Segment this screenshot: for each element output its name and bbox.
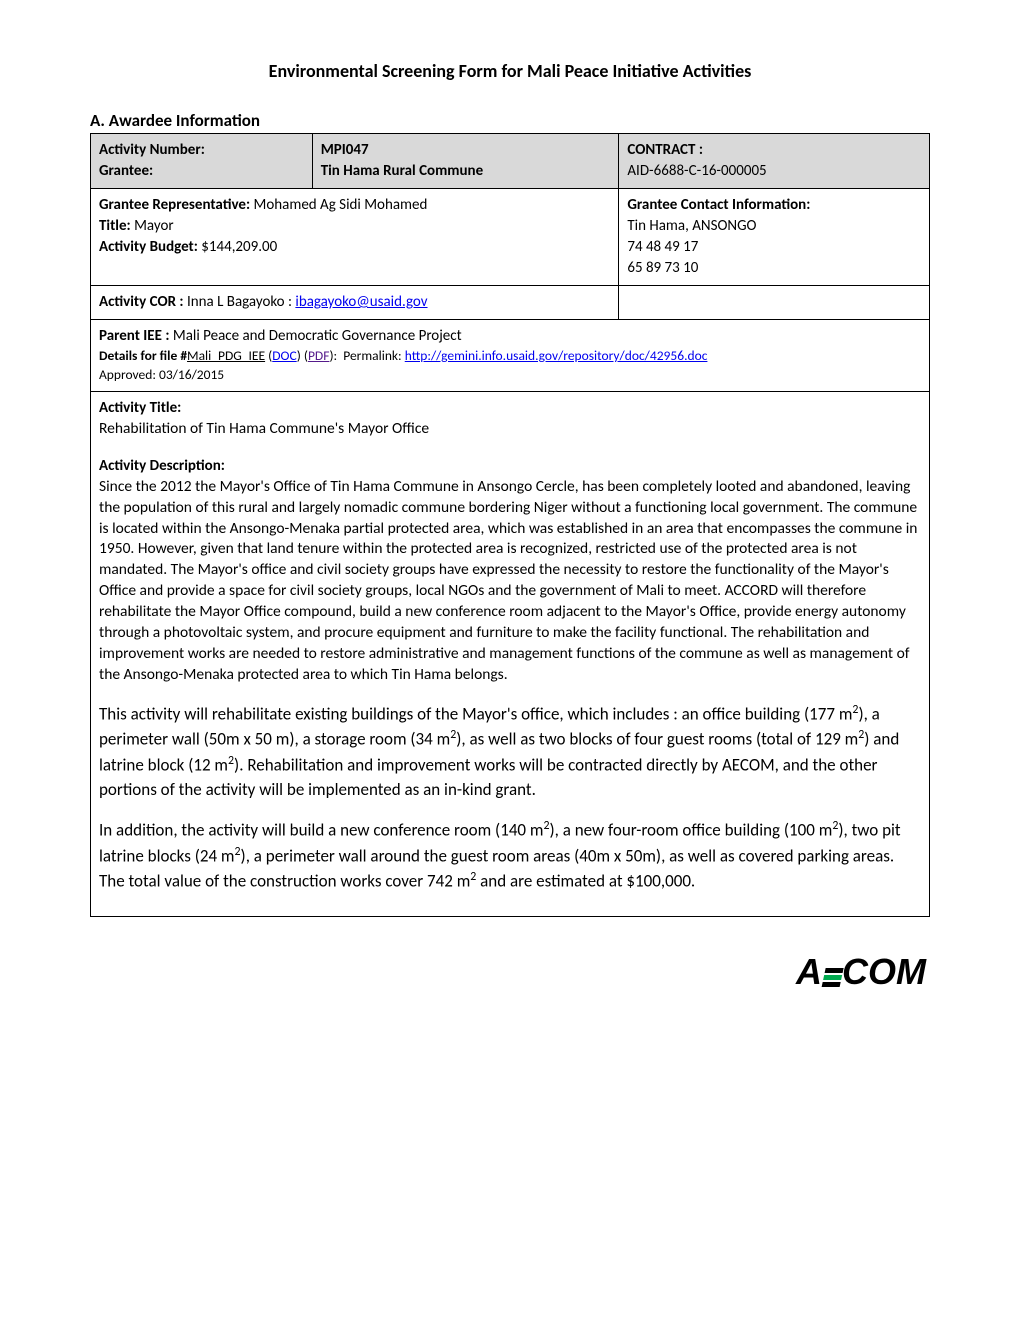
grantee-label: Grantee: <box>99 162 153 180</box>
contact-phone1: 74 48 49 17 <box>627 237 921 258</box>
cor-empty-cell <box>619 286 930 320</box>
cor-label: Activity COR : <box>99 293 184 311</box>
activity-number-value: MPI047 <box>321 140 611 161</box>
footer-logo: ACOM <box>90 951 930 993</box>
activity-number-label: Activity Number: <box>99 141 205 159</box>
approved-line: Approved: 03/16/2015 <box>99 366 921 385</box>
permalink[interactable]: http://gemini.info.usaid.gov/repository/… <box>405 347 708 364</box>
activity-para3: In addition, the activity will build a n… <box>99 818 921 894</box>
activity-number-value-cell: MPI047 Tin Hama Rural Commune <box>312 134 619 189</box>
grantee-rep-cell: Grantee Representative: Mohamed Ag Sidi … <box>91 189 619 286</box>
activity-title-value: Rehabilitation of Tin Hama Commune's May… <box>99 419 921 440</box>
details-prefix: Details for file # <box>99 347 187 364</box>
parent-iee-value: Mali Peace and Democratic Governance Pro… <box>173 327 462 345</box>
title-value: Mayor <box>134 217 174 235</box>
contract-number: AID-6688-C-16-000005 <box>627 161 921 182</box>
contact-phone2: 65 89 73 10 <box>627 258 921 279</box>
title-label: Title: <box>99 217 131 235</box>
contact-label: Grantee Contact Information: <box>627 195 921 216</box>
activity-desc-label: Activity Description: <box>99 456 921 477</box>
contact-address: Tin Hama, ANSONGO <box>627 216 921 237</box>
parent-iee-label: Parent IEE : <box>99 327 169 345</box>
cor-email-link[interactable]: ibagayoko@usaid.gov <box>295 293 427 311</box>
activity-title-label: Activity Title: <box>99 398 921 419</box>
activity-para2: This activity will rehabilitate existing… <box>99 702 921 803</box>
file-name: Mali_PDG_IEE <box>187 347 265 364</box>
cor-cell: Activity COR : Inna L Bagayoko : ibagayo… <box>91 286 619 320</box>
activity-number-cell: Activity Number: Grantee: <box>91 134 313 189</box>
grantee-value: Tin Hama Rural Commune <box>321 161 611 182</box>
doc-link[interactable]: DOC <box>272 347 296 364</box>
budget-value: $144,209.00 <box>201 238 277 256</box>
grantee-rep-value: Mohamed Ag Sidi Mohamed <box>254 196 428 214</box>
activity-para1: Since the 2012 the Mayor's Office of Tin… <box>99 477 921 686</box>
parent-iee-cell: Parent IEE : Mali Peace and Democratic G… <box>91 320 930 392</box>
pdf-link[interactable]: PDF <box>308 347 329 364</box>
grantee-rep-label: Grantee Representative: <box>99 196 250 214</box>
activity-desc-cell: Activity Title: Rehabilitation of Tin Ha… <box>91 391 930 917</box>
contact-cell: Grantee Contact Information: Tin Hama, A… <box>619 189 930 286</box>
cor-name: Inna L Bagayoko : <box>187 293 292 311</box>
permalink-label: Permalink: <box>343 347 401 364</box>
awardee-table: Activity Number: Grantee: MPI047 Tin Ham… <box>90 133 930 917</box>
budget-label: Activity Budget: <box>99 238 198 256</box>
section-a-heading: A. Awardee Information <box>90 110 930 131</box>
contract-label: CONTRACT : <box>627 140 921 161</box>
contract-cell: CONTRACT : AID-6688-C-16-000005 <box>619 134 930 189</box>
document-title: Environmental Screening Form for Mali Pe… <box>90 60 930 82</box>
